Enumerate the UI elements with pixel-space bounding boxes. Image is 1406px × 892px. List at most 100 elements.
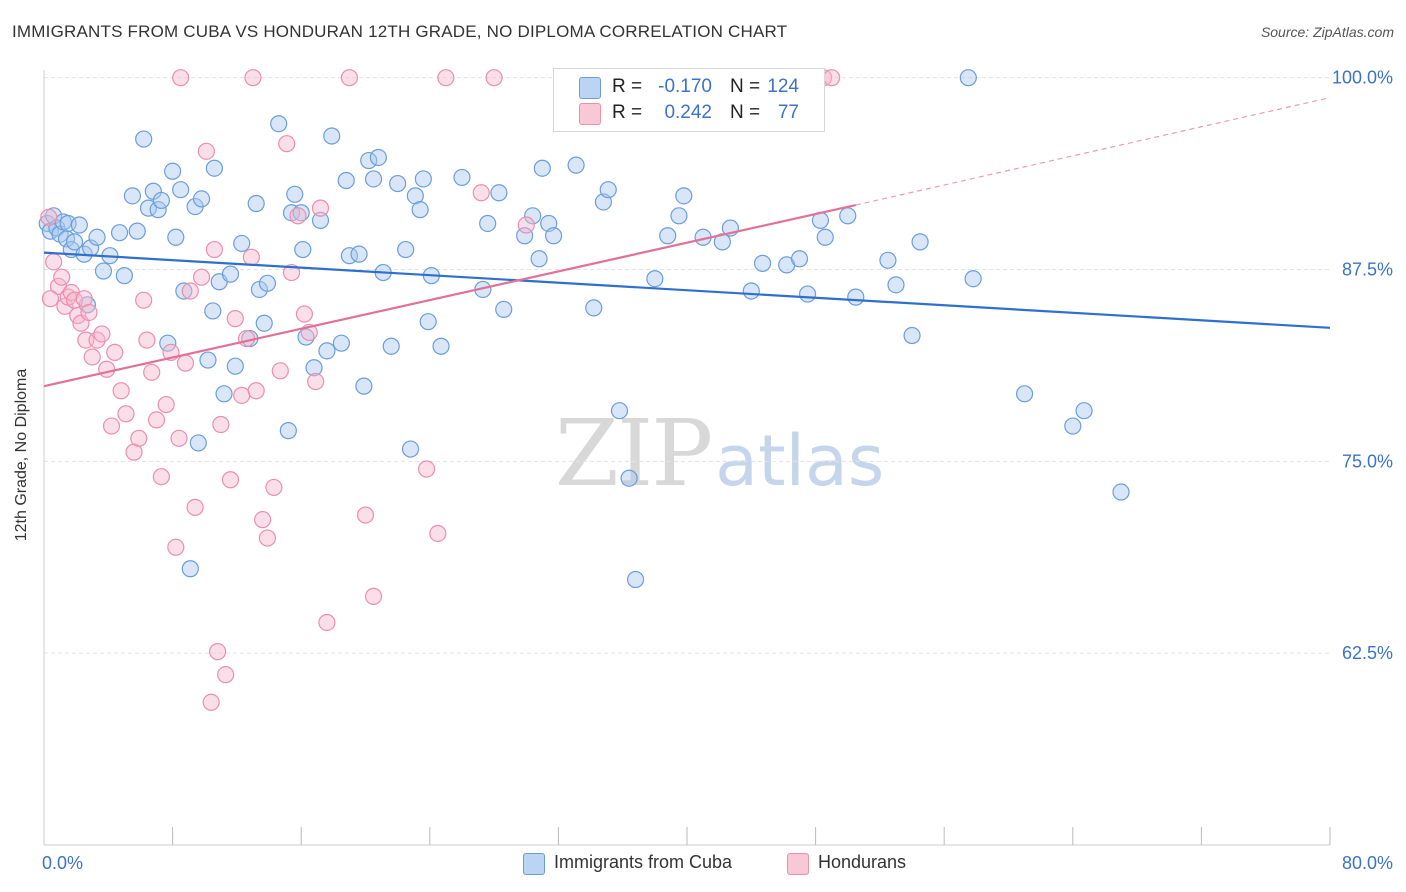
cuba-point [544, 227, 563, 245]
cuba-point [414, 170, 432, 188]
cuba-point [364, 170, 383, 188]
honduran-point [307, 372, 325, 391]
honduran-point [157, 395, 175, 414]
cuba-swatch-icon [523, 853, 545, 875]
honduran-point [311, 199, 330, 217]
cuba-point [128, 222, 146, 240]
cuba-point [959, 69, 977, 87]
cuba-point [432, 337, 450, 355]
honduran-point [318, 613, 336, 632]
honduran-point [138, 331, 156, 349]
cuba-point [247, 194, 265, 213]
honduran-point [221, 471, 240, 489]
cuba-point [337, 171, 355, 190]
honduran-point [271, 362, 289, 380]
cuba-point [294, 240, 312, 259]
cuba-point [401, 440, 420, 458]
cuba-point [189, 434, 207, 452]
x-tick-label: 80.0% [1342, 853, 1393, 873]
cuba-point [152, 191, 170, 210]
cuba-point [419, 313, 437, 331]
cuba-point [516, 227, 534, 245]
r-value: -0.170 [658, 76, 712, 97]
cuba-point [816, 228, 834, 246]
cuba-point [533, 159, 551, 177]
honduran-point [485, 69, 503, 87]
honduran-point [170, 429, 188, 447]
honduran-point [233, 386, 251, 404]
honduran-point [265, 478, 283, 497]
r-label: R = [612, 76, 643, 97]
honduran-point [258, 529, 277, 547]
cuba-point [670, 207, 688, 225]
cuba-point [305, 359, 323, 377]
legend-label: Hondurans [818, 852, 907, 872]
cuba-point [1015, 385, 1034, 403]
cuba-point [753, 254, 772, 272]
cuba-point [389, 174, 407, 193]
honduran-point [244, 69, 262, 87]
cuba-point [879, 251, 897, 269]
cuba-point [626, 570, 645, 589]
honduran-point [340, 69, 359, 87]
series-legend: Immigrants from Cuba Hondurans [0, 852, 1406, 878]
honduran-point [130, 429, 148, 447]
cuba-point [790, 250, 809, 268]
honduran-trend-line [43, 203, 857, 388]
cuba-point [181, 560, 199, 578]
cuba-point [70, 216, 88, 234]
honduran-point [356, 506, 375, 524]
y-tick-label: 87.5% [1342, 260, 1393, 280]
legend-row-cuba: R = -0.170 N = 124 [554, 74, 824, 100]
cuba-point [964, 270, 982, 288]
honduran-point [167, 538, 185, 556]
honduran-point [212, 415, 230, 434]
cuba-point [567, 156, 585, 174]
honduran-point [226, 310, 244, 328]
honduran-point [217, 666, 235, 684]
y-axis-label: 12th Grade, No Diploma [13, 368, 30, 542]
honduran-point [823, 69, 841, 87]
cuba-point [323, 127, 341, 145]
cuba-point [221, 265, 240, 283]
cuba-point [369, 148, 387, 167]
cuba-point [167, 228, 185, 246]
cuba-point [355, 377, 373, 395]
cuba-point [675, 187, 693, 205]
honduran-point [472, 184, 490, 202]
cuba-point [490, 184, 508, 202]
cuba-point [903, 326, 921, 345]
honduran-point [437, 69, 455, 87]
honduran-point [172, 69, 190, 87]
chart-title: IMMIGRANTS FROM CUBA VS HONDURAN 12TH GR… [12, 22, 788, 41]
hondurans-swatch-icon [579, 103, 601, 125]
cuba-trend-line [43, 251, 1331, 329]
cuba-point [226, 357, 244, 375]
cuba-point [360, 151, 378, 170]
honduran-point [40, 208, 58, 226]
cuba-point [847, 288, 865, 306]
honduran-point [56, 297, 74, 315]
honduran-point [45, 253, 63, 271]
cuba-point [599, 181, 617, 199]
n-label: N = [730, 102, 761, 123]
honduran-point [41, 290, 60, 308]
honduran-point [53, 268, 71, 286]
cuba-point [495, 300, 513, 319]
honduran-point [247, 382, 265, 400]
x-tick-label: 0.0% [42, 853, 83, 873]
cuba-point [215, 385, 233, 403]
y-tick-label: 100.0% [1332, 68, 1393, 88]
cuba-point [332, 334, 350, 352]
honduran-point [282, 263, 301, 282]
cuba-point [175, 282, 193, 300]
cuba-point [149, 201, 167, 219]
honduran-point [143, 363, 161, 381]
cuba-swatch-icon [579, 77, 601, 99]
cuba-point [479, 214, 497, 233]
cuba-point [397, 240, 415, 259]
cuba-point [911, 233, 929, 251]
honduran-point [197, 142, 215, 160]
cuba-point [839, 207, 857, 225]
honduran-point [147, 411, 166, 429]
